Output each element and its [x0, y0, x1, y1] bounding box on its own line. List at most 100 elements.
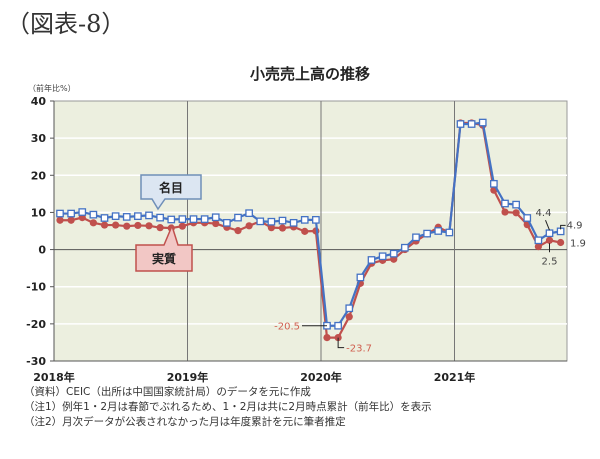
nominal-marker	[534, 236, 543, 245]
nominal-marker	[445, 228, 454, 237]
real-marker	[123, 222, 131, 230]
x-tick-label: 2019年	[167, 370, 209, 384]
y-tick-label: 10	[31, 206, 47, 219]
annotation-nominal-min: -20.5	[274, 322, 300, 333]
real-marker	[301, 227, 309, 235]
callout-nominal-label: 名目	[159, 180, 183, 195]
callout-real-label: 実質	[152, 251, 176, 266]
x-tick-label: 2018年	[33, 370, 75, 384]
y-tick-label: 30	[31, 132, 47, 145]
real-marker	[278, 224, 287, 232]
annotation-nominal-oct: 4.9	[567, 220, 583, 231]
nominal-marker	[289, 218, 298, 227]
nominal-marker	[56, 209, 64, 218]
real-marker	[557, 238, 565, 247]
chart-title: 小売売上高の推移	[249, 65, 370, 83]
nominal-marker	[334, 321, 342, 330]
nominal-marker	[223, 218, 231, 227]
real-marker	[56, 216, 64, 224]
note-2: （注2）月次データが公表されなかった月は年度累計を元に筆者推定	[24, 416, 346, 428]
real-marker	[100, 221, 109, 229]
nominal-marker	[211, 213, 220, 222]
callout-real-box	[135, 223, 193, 272]
chart-notes: （資料）CEIC（出所は中国国家統計局）のデータを元に作成 （注1）例年1・2月…	[24, 385, 432, 430]
nominal-marker	[78, 208, 87, 216]
annotation-nominal-sep: 4.4	[536, 208, 552, 219]
nominal-marker	[278, 216, 287, 225]
nominal-marker	[412, 233, 420, 242]
x-tick-label: 2021年	[434, 370, 476, 384]
real-marker	[156, 224, 164, 232]
nominal-marker	[100, 214, 109, 222]
nominal-marker	[267, 217, 276, 226]
real-marker	[178, 222, 186, 230]
real-marker	[134, 221, 142, 230]
real-marker	[245, 222, 253, 230]
real-marker	[67, 216, 75, 224]
nominal-marker	[478, 118, 487, 127]
nominal-marker	[178, 215, 187, 223]
annotation-real-sep: 2.5	[542, 256, 558, 267]
nominal-line	[60, 121, 561, 327]
real-marker	[212, 219, 220, 228]
nominal-marker	[367, 256, 376, 264]
nominal-marker	[145, 211, 153, 220]
nominal-marker	[67, 209, 75, 218]
nominal-marker	[434, 227, 443, 235]
y-axis-unit-label: （前年比%）	[28, 84, 76, 93]
nominal-marker	[134, 212, 142, 220]
nominal-marker	[200, 215, 209, 223]
real-marker	[512, 209, 520, 217]
nominal-marker	[423, 229, 431, 238]
nominal-marker	[345, 304, 354, 313]
y-tick-label: -10	[26, 281, 46, 294]
nominal-marker	[312, 216, 320, 224]
callout-nominal-box	[140, 174, 202, 211]
real-marker	[89, 219, 97, 227]
nominal-marker	[156, 213, 164, 222]
y-tick-label: 20	[31, 169, 47, 182]
nominal-marker	[490, 179, 498, 188]
real-marker	[501, 208, 509, 216]
nominal-marker	[356, 273, 365, 282]
leader-line	[337, 337, 345, 349]
real-marker	[112, 221, 120, 229]
nominal-marker	[167, 215, 176, 224]
real-marker	[534, 243, 542, 251]
nominal-marker	[111, 212, 120, 220]
nominal-marker	[189, 215, 198, 223]
y-tick-label: 0	[38, 244, 46, 257]
nominal-marker	[234, 213, 242, 222]
annotation-real-min: -23.7	[346, 344, 372, 355]
annotation-real-oct: 1.9	[570, 239, 586, 250]
nominal-marker	[122, 213, 131, 221]
nominal-marker	[245, 209, 253, 218]
nominal-marker	[401, 243, 409, 252]
nominal-marker	[256, 217, 265, 226]
y-tick-label: -20	[26, 318, 46, 331]
source-note: （資料）CEIC（出所は中国国家統計局）のデータを元に作成	[24, 386, 311, 398]
real-marker	[234, 227, 242, 235]
nominal-marker	[378, 252, 387, 261]
figure-label: （図表-8）	[6, 10, 126, 38]
leader-line	[560, 224, 566, 230]
note-1: （注1）例年1・2月は春節でぶれるため、1・2月は共に2月時点累計（前年比）を表…	[24, 401, 432, 413]
nominal-marker	[389, 249, 398, 258]
nominal-marker	[300, 216, 309, 224]
real-marker	[145, 222, 153, 230]
nominal-marker	[467, 120, 476, 128]
real-marker	[545, 236, 554, 244]
nominal-marker	[545, 229, 554, 238]
x-tick-label: 2020年	[300, 370, 342, 384]
leader-line	[545, 220, 550, 231]
nominal-marker	[456, 120, 465, 128]
nominal-marker	[512, 200, 520, 209]
y-tick-label: -30	[26, 355, 46, 368]
real-marker	[345, 313, 353, 321]
nominal-marker	[523, 214, 532, 222]
nominal-marker	[89, 210, 98, 219]
nominal-marker	[501, 199, 509, 208]
real-marker	[267, 224, 275, 232]
y-tick-label: 40	[31, 95, 47, 108]
